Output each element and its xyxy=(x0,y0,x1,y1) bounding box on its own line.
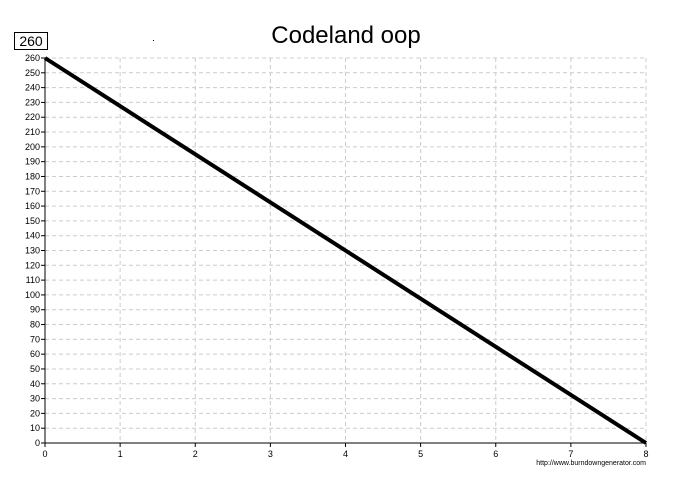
y-tick-label: 110 xyxy=(26,275,40,285)
y-tick-label: 200 xyxy=(25,142,40,152)
chart-title: Codeland oop xyxy=(271,22,421,49)
y-tick-label: 90 xyxy=(30,305,40,315)
x-tick-label: 5 xyxy=(418,449,423,459)
y-tick-label: 140 xyxy=(25,231,40,241)
x-tick-label: 6 xyxy=(493,449,498,459)
y-tick-label: 220 xyxy=(25,112,40,122)
y-tick-label: 190 xyxy=(25,157,40,167)
y-tick-label: 120 xyxy=(25,260,40,270)
x-tick-label: 4 xyxy=(343,449,348,459)
y-tick-label: 100 xyxy=(25,290,40,300)
total-points-box: 260 xyxy=(14,32,48,50)
y-tick-label: 20 xyxy=(30,408,40,418)
y-tick-label: 250 xyxy=(25,68,40,78)
series-line xyxy=(43,56,648,445)
x-tick-label: 3 xyxy=(268,449,273,459)
x-tick-label: 2 xyxy=(193,449,198,459)
x-tick-label: 8 xyxy=(643,449,648,459)
y-tick-label: 160 xyxy=(25,201,40,211)
y-tick-label: 10 xyxy=(30,423,40,433)
y-axis-ticks: 0 10 20 30 40 50 60 70 80 90 100 110 120 130 140 150 160… xyxy=(25,53,45,448)
y-tick-label: 230 xyxy=(25,97,40,107)
y-tick-label: 150 xyxy=(25,216,40,226)
y-tick-label: 210 xyxy=(25,127,40,137)
y-tick-label: 70 xyxy=(30,334,40,344)
y-tick-label: 130 xyxy=(25,246,40,256)
x-tick-label: 1 xyxy=(118,449,123,459)
y-tick-label: 170 xyxy=(25,186,40,196)
y-tick-label: 80 xyxy=(30,320,40,330)
y-tick-label: 30 xyxy=(30,394,40,404)
grid-lines xyxy=(45,57,647,443)
x-tick-label: 0 xyxy=(42,449,47,459)
y-tick-label: 0 xyxy=(35,438,40,448)
y-tick-label: 260 xyxy=(25,53,40,63)
x-axis-ticks: 0 1 2 3 4 5 6 7 8 xyxy=(42,443,649,459)
y-tick-label: 240 xyxy=(25,83,40,93)
y-tick-label: 180 xyxy=(25,171,40,181)
x-tick-label: 7 xyxy=(568,449,573,459)
y-tick-label: 60 xyxy=(30,349,40,359)
series-group xyxy=(43,56,648,445)
y-tick-label: 40 xyxy=(30,379,40,389)
source-url: http://www.burndowngenerator.com xyxy=(536,460,646,467)
y-tick-label: 50 xyxy=(30,364,40,374)
stray-dot xyxy=(153,40,154,41)
